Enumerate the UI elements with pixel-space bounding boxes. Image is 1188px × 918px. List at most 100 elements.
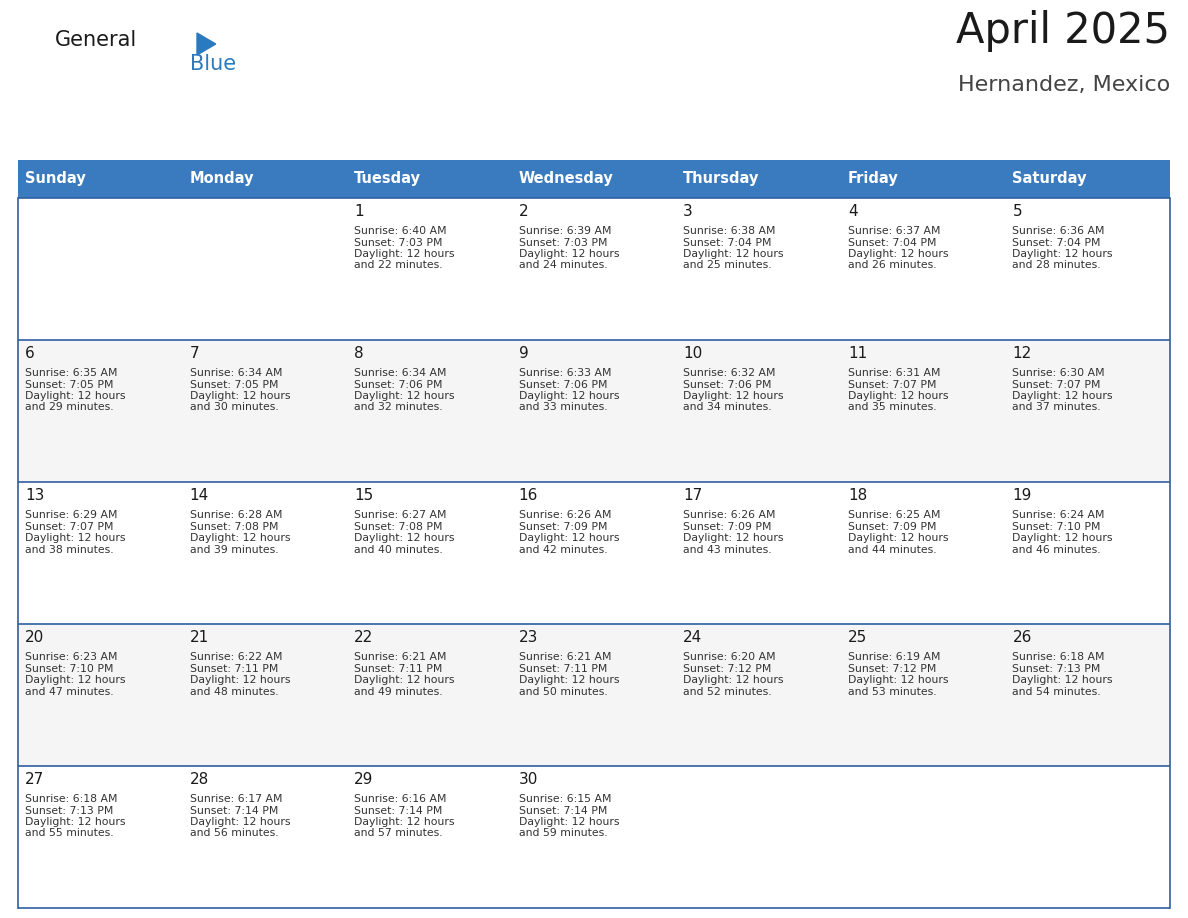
Text: Sunset: 7:05 PM: Sunset: 7:05 PM xyxy=(190,379,278,389)
Text: and 39 minutes.: and 39 minutes. xyxy=(190,544,278,554)
Text: Daylight: 12 hours: Daylight: 12 hours xyxy=(519,817,619,827)
Text: Daylight: 12 hours: Daylight: 12 hours xyxy=(354,675,455,685)
Polygon shape xyxy=(197,33,216,55)
Text: Sunset: 7:04 PM: Sunset: 7:04 PM xyxy=(683,238,772,248)
Text: Daylight: 12 hours: Daylight: 12 hours xyxy=(25,391,126,401)
Text: and 50 minutes.: and 50 minutes. xyxy=(519,687,607,697)
Bar xyxy=(183,340,347,482)
Text: Daylight: 12 hours: Daylight: 12 hours xyxy=(519,249,619,259)
Text: Sunset: 7:08 PM: Sunset: 7:08 PM xyxy=(190,521,278,532)
Text: Daylight: 12 hours: Daylight: 12 hours xyxy=(25,817,126,827)
Bar xyxy=(183,198,347,340)
Text: and 48 minutes.: and 48 minutes. xyxy=(190,687,278,697)
Text: Sunrise: 6:24 AM: Sunrise: 6:24 AM xyxy=(1012,510,1105,520)
Text: Monday: Monday xyxy=(190,172,254,186)
Text: Sunrise: 6:36 AM: Sunrise: 6:36 AM xyxy=(1012,226,1105,236)
Text: and 22 minutes.: and 22 minutes. xyxy=(354,261,443,271)
Text: Daylight: 12 hours: Daylight: 12 hours xyxy=(683,249,784,259)
Bar xyxy=(676,482,841,624)
Text: and 53 minutes.: and 53 minutes. xyxy=(848,687,936,697)
Text: and 47 minutes.: and 47 minutes. xyxy=(25,687,114,697)
Text: Sunrise: 6:18 AM: Sunrise: 6:18 AM xyxy=(1012,652,1105,662)
Text: Sunset: 7:11 PM: Sunset: 7:11 PM xyxy=(354,664,442,674)
Bar xyxy=(676,624,841,766)
Text: Sunrise: 6:22 AM: Sunrise: 6:22 AM xyxy=(190,652,282,662)
Text: and 40 minutes.: and 40 minutes. xyxy=(354,544,443,554)
Text: Daylight: 12 hours: Daylight: 12 hours xyxy=(683,675,784,685)
Bar xyxy=(347,624,512,766)
Text: 7: 7 xyxy=(190,346,200,361)
Text: and 33 minutes.: and 33 minutes. xyxy=(519,402,607,412)
Text: 4: 4 xyxy=(848,204,858,219)
Text: Sunrise: 6:33 AM: Sunrise: 6:33 AM xyxy=(519,368,611,378)
Text: Sunrise: 6:26 AM: Sunrise: 6:26 AM xyxy=(519,510,611,520)
Text: Sunset: 7:13 PM: Sunset: 7:13 PM xyxy=(1012,664,1101,674)
Text: 3: 3 xyxy=(683,204,693,219)
Bar xyxy=(841,766,1005,908)
Text: and 42 minutes.: and 42 minutes. xyxy=(519,544,607,554)
Text: 25: 25 xyxy=(848,630,867,645)
Text: Sunrise: 6:30 AM: Sunrise: 6:30 AM xyxy=(1012,368,1105,378)
Text: 2: 2 xyxy=(519,204,529,219)
Text: 29: 29 xyxy=(354,772,373,787)
Text: 1: 1 xyxy=(354,204,364,219)
Text: Sunset: 7:11 PM: Sunset: 7:11 PM xyxy=(519,664,607,674)
Bar xyxy=(512,482,676,624)
Text: 13: 13 xyxy=(25,488,44,503)
Bar xyxy=(18,340,183,482)
Bar xyxy=(512,624,676,766)
Text: and 25 minutes.: and 25 minutes. xyxy=(683,261,772,271)
Text: Sunrise: 6:34 AM: Sunrise: 6:34 AM xyxy=(354,368,447,378)
Bar xyxy=(841,340,1005,482)
Text: Daylight: 12 hours: Daylight: 12 hours xyxy=(1012,249,1113,259)
Text: Daylight: 12 hours: Daylight: 12 hours xyxy=(519,391,619,401)
Text: Sunset: 7:14 PM: Sunset: 7:14 PM xyxy=(354,805,442,815)
Text: 23: 23 xyxy=(519,630,538,645)
Text: Sunset: 7:10 PM: Sunset: 7:10 PM xyxy=(1012,521,1101,532)
Text: Daylight: 12 hours: Daylight: 12 hours xyxy=(25,675,126,685)
Text: Daylight: 12 hours: Daylight: 12 hours xyxy=(190,675,290,685)
Text: and 57 minutes.: and 57 minutes. xyxy=(354,829,443,838)
Text: 20: 20 xyxy=(25,630,44,645)
Text: 24: 24 xyxy=(683,630,702,645)
Text: Daylight: 12 hours: Daylight: 12 hours xyxy=(848,675,948,685)
Bar xyxy=(18,624,183,766)
Bar xyxy=(512,198,676,340)
Text: Sunset: 7:03 PM: Sunset: 7:03 PM xyxy=(519,238,607,248)
Text: 11: 11 xyxy=(848,346,867,361)
Text: 14: 14 xyxy=(190,488,209,503)
Text: Daylight: 12 hours: Daylight: 12 hours xyxy=(190,391,290,401)
Text: Sunset: 7:14 PM: Sunset: 7:14 PM xyxy=(190,805,278,815)
Text: Hernandez, Mexico: Hernandez, Mexico xyxy=(958,75,1170,95)
Text: and 56 minutes.: and 56 minutes. xyxy=(190,829,278,838)
Text: Tuesday: Tuesday xyxy=(354,172,421,186)
Text: and 32 minutes.: and 32 minutes. xyxy=(354,402,443,412)
Text: Sunrise: 6:29 AM: Sunrise: 6:29 AM xyxy=(25,510,118,520)
Text: Daylight: 12 hours: Daylight: 12 hours xyxy=(848,391,948,401)
Text: Daylight: 12 hours: Daylight: 12 hours xyxy=(354,817,455,827)
Bar xyxy=(676,766,841,908)
Bar xyxy=(347,160,512,198)
Bar xyxy=(676,340,841,482)
Text: Sunset: 7:07 PM: Sunset: 7:07 PM xyxy=(1012,379,1101,389)
Text: Daylight: 12 hours: Daylight: 12 hours xyxy=(519,675,619,685)
Text: Sunrise: 6:17 AM: Sunrise: 6:17 AM xyxy=(190,794,282,804)
Text: Sunrise: 6:40 AM: Sunrise: 6:40 AM xyxy=(354,226,447,236)
Bar xyxy=(1005,624,1170,766)
Text: and 28 minutes.: and 28 minutes. xyxy=(1012,261,1101,271)
Text: Sunrise: 6:18 AM: Sunrise: 6:18 AM xyxy=(25,794,118,804)
Text: Sunset: 7:08 PM: Sunset: 7:08 PM xyxy=(354,521,443,532)
Text: Daylight: 12 hours: Daylight: 12 hours xyxy=(683,533,784,543)
Bar xyxy=(1005,482,1170,624)
Text: Sunrise: 6:16 AM: Sunrise: 6:16 AM xyxy=(354,794,447,804)
Text: Sunset: 7:09 PM: Sunset: 7:09 PM xyxy=(683,521,772,532)
Bar xyxy=(18,198,183,340)
Bar xyxy=(347,766,512,908)
Text: and 29 minutes.: and 29 minutes. xyxy=(25,402,114,412)
Text: Sunset: 7:03 PM: Sunset: 7:03 PM xyxy=(354,238,443,248)
Text: and 46 minutes.: and 46 minutes. xyxy=(1012,544,1101,554)
Bar xyxy=(1005,160,1170,198)
Text: Daylight: 12 hours: Daylight: 12 hours xyxy=(190,817,290,827)
Text: Blue: Blue xyxy=(190,54,236,74)
Text: and 52 minutes.: and 52 minutes. xyxy=(683,687,772,697)
